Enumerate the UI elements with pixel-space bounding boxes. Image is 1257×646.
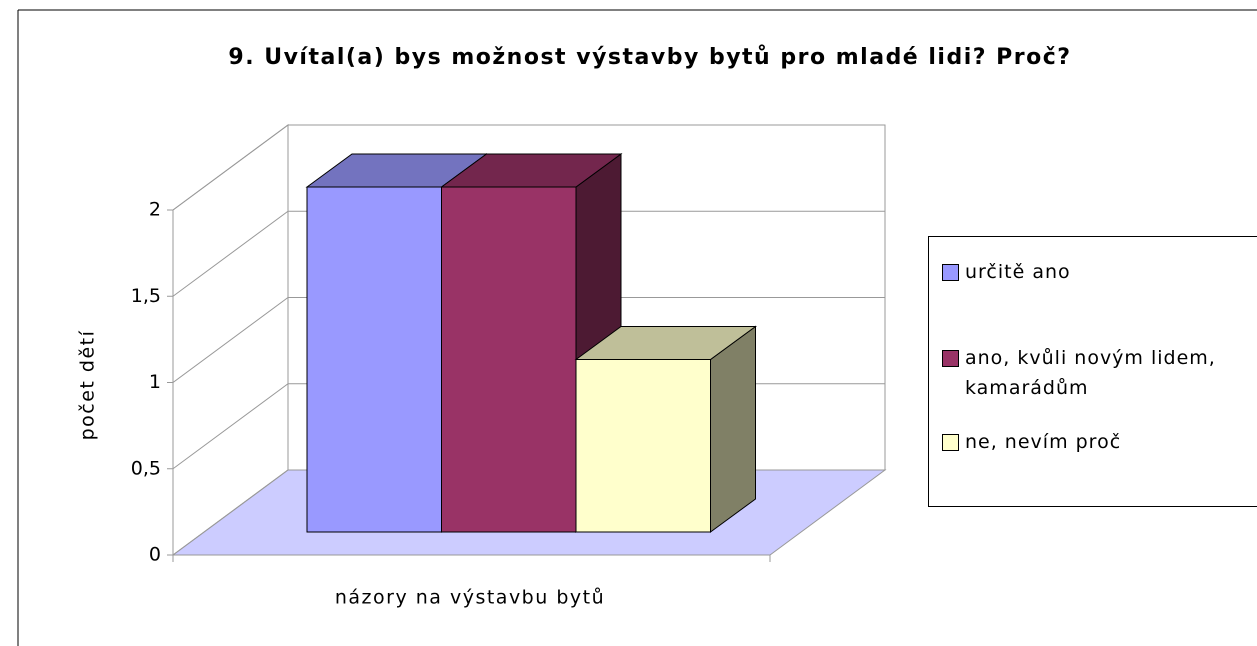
legend-swatch — [942, 434, 959, 451]
bar-side — [710, 325, 756, 533]
y-tick-label: 2 — [149, 199, 161, 221]
legend-swatch — [942, 264, 959, 281]
y-tick-label: 1 — [149, 371, 161, 393]
bar — [441, 186, 577, 533]
y-tick-label: 1,5 — [131, 285, 161, 307]
grid-line — [172, 297, 885, 383]
y-axis-label: počet dětí — [77, 330, 99, 441]
legend-entry: ano, kvůli novým lidem, kamarádům — [942, 343, 1257, 403]
legend-swatch — [942, 350, 959, 367]
bar — [306, 186, 442, 533]
chart-title: 9. Uvítal(a) bys možnost výstavby bytů p… — [228, 45, 1071, 70]
y-tick-label: 0,5 — [131, 457, 161, 479]
legend-label: ne, nevím proč — [965, 431, 1122, 453]
bar — [575, 359, 711, 533]
legend-label: ano, kvůli novým lidem, kamarádům — [965, 347, 1216, 399]
legend-entry: ne, nevím proč — [942, 427, 1257, 457]
legend-label: určitě ano — [965, 261, 1071, 283]
legend-entry: určitě ano — [942, 257, 1257, 287]
grid-line — [172, 210, 885, 297]
legend: určitě ano ano, kvůli novým lidem, kamará… — [928, 236, 1257, 507]
y-tick-label: 0 — [149, 544, 161, 566]
x-axis-label: názory na výstavbu bytů — [335, 587, 605, 609]
grid-line — [172, 124, 885, 211]
